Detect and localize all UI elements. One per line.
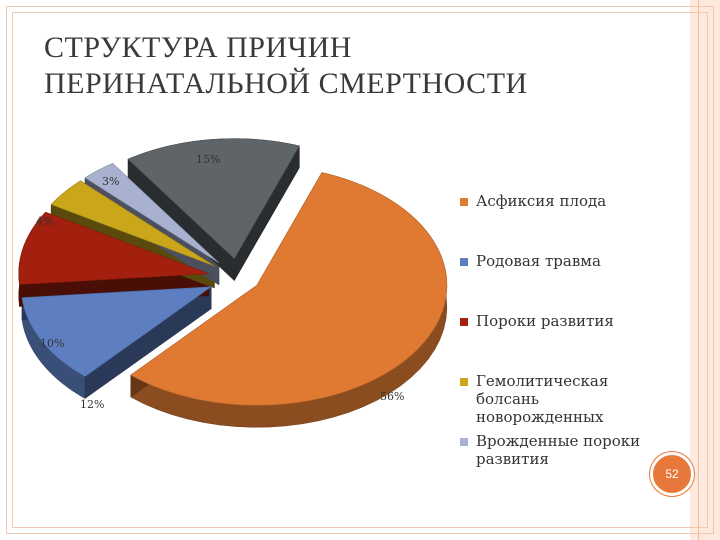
legend-label: Асфиксия плода — [476, 192, 607, 210]
legend-label: Врожденные пороки развития — [476, 432, 641, 468]
legend-label: Гемолитическая болсань новорожденных — [476, 372, 609, 426]
slide-frame-outer — [6, 6, 714, 534]
decorative-side-band — [690, 0, 720, 540]
pie-slice-3 — [50, 180, 215, 267]
page-number-badge: 52 — [650, 452, 694, 496]
legend-swatch — [460, 258, 468, 266]
slide-title: СТРУКТУРА ПРИЧИН ПЕРИНАТАЛЬНОЙ СМЕРТНОСТ… — [44, 31, 528, 100]
pie-value-label-1: 12% — [80, 398, 104, 411]
legend-swatch — [460, 438, 468, 446]
legend-label: Родовая травма — [476, 252, 601, 270]
slide-frame-inner — [12, 12, 708, 528]
decorative-side-line — [698, 0, 699, 540]
legend-swatch — [460, 378, 468, 386]
pie-slice-4 — [84, 163, 220, 264]
pie-slice-0 — [130, 172, 448, 406]
legend-swatch — [460, 198, 468, 206]
pie-slice-2 — [18, 211, 209, 285]
pie-value-label-3: 4% — [36, 215, 53, 228]
pie-slice-5 — [127, 138, 300, 260]
legend-label: Пороки развития — [476, 312, 614, 330]
legend-swatch — [460, 318, 468, 326]
pie-value-label-5: 15% — [196, 153, 220, 166]
pie-value-label-4: 3% — [102, 175, 119, 188]
pie-value-label-0: 56% — [380, 390, 404, 403]
pie-value-label-2: 10% — [40, 337, 64, 350]
pie-slice-1 — [21, 286, 213, 377]
